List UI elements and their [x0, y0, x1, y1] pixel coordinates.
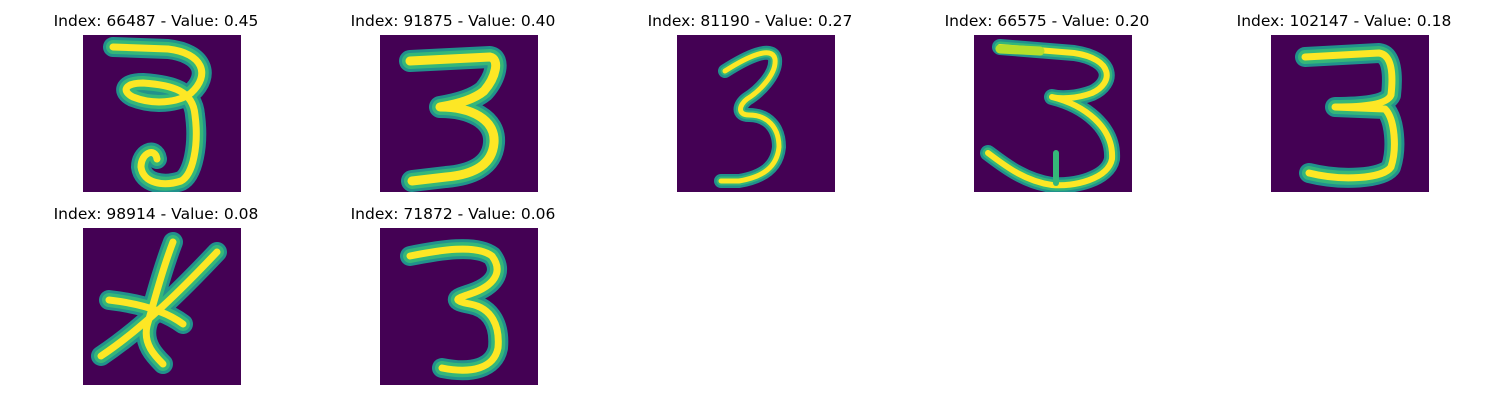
digit-3-glyph	[714, 45, 786, 188]
sample-panel-2: Index: 91875 - Value: 0.40	[303, 0, 603, 193]
sample-panel-6: Index: 98914 - Value: 0.08	[6, 193, 306, 386]
panel-title: Index: 91875 - Value: 0.40	[350, 12, 556, 30]
sample-panel-5: Index: 102147 - Value: 0.18	[1194, 0, 1494, 193]
panel-title: Index: 71872 - Value: 0.06	[350, 205, 556, 223]
digit-image	[380, 228, 538, 385]
digit-3-glyph	[103, 37, 212, 192]
crossed-strokes-glyph	[91, 232, 227, 374]
sample-panel-3: Index: 81190 - Value: 0.27	[600, 0, 900, 193]
panel-title: Index: 66575 - Value: 0.20	[944, 12, 1150, 30]
sample-panel-7: Index: 71872 - Value: 0.06	[303, 193, 603, 386]
panel-title: Index: 81190 - Value: 0.27	[647, 12, 853, 30]
sample-panel-4: Index: 66575 - Value: 0.20	[897, 0, 1197, 193]
panel-title: Index: 66487 - Value: 0.45	[53, 12, 259, 30]
digit-3-glyph	[1295, 43, 1405, 188]
digit-image	[1271, 35, 1429, 192]
digit-image	[83, 228, 241, 385]
digit-3-glyph	[400, 239, 509, 381]
sample-panel-1: Index: 66487 - Value: 0.45	[6, 0, 306, 193]
digit-image	[83, 35, 241, 192]
digit-image	[380, 35, 538, 192]
panel-title: Index: 98914 - Value: 0.08	[53, 205, 259, 223]
digit-image	[974, 35, 1132, 192]
panel-title: Index: 102147 - Value: 0.18	[1236, 12, 1452, 30]
digit-image	[677, 35, 835, 192]
digit-3-glyph	[980, 39, 1121, 192]
digit-3-glyph	[399, 46, 507, 192]
